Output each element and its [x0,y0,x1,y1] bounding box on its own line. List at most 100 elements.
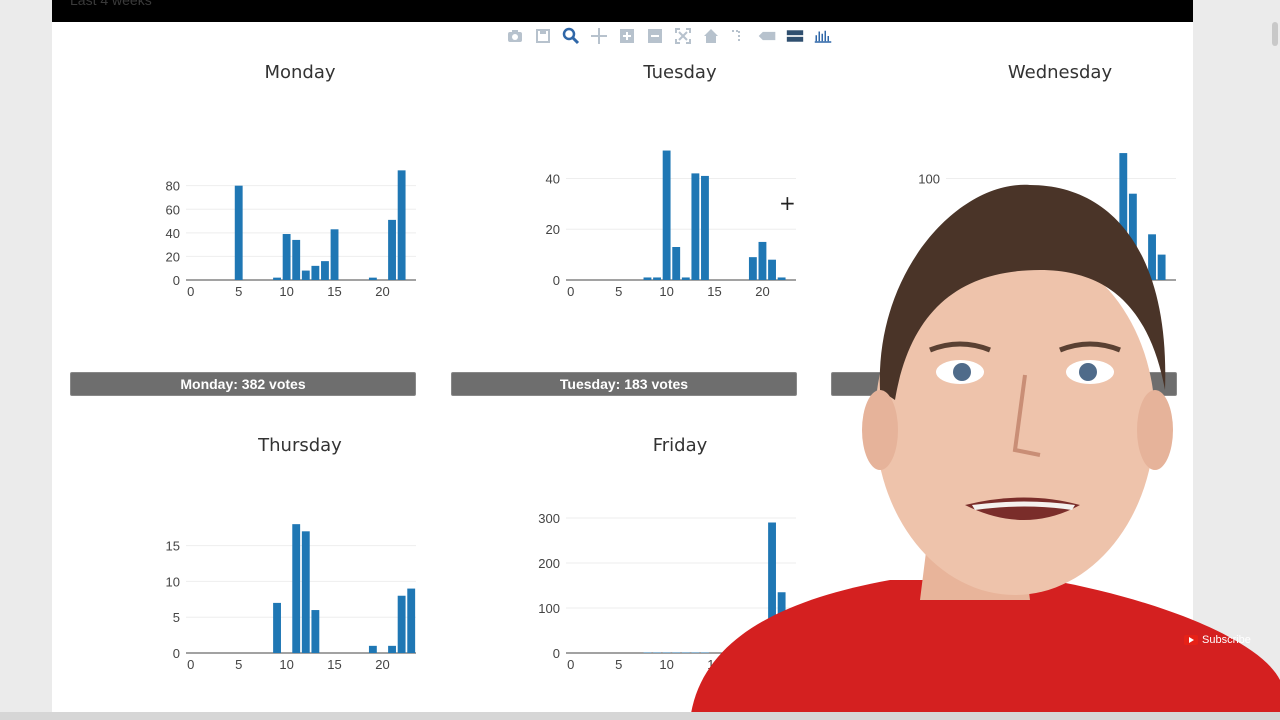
chart-title: Friday [652,435,708,456]
bar [234,185,243,280]
chart-title: Tuesday [643,62,717,83]
x-tick-label: 20 [755,284,769,299]
vote-count-label: Monday: 382 votes [180,376,306,392]
y-tick-label: 60 [166,202,180,217]
youtube-icon [1184,635,1198,645]
y-tick-label: 80 [166,179,180,194]
bar [1119,153,1128,280]
chart-title: Monday [264,62,336,83]
vertical-scrollbar[interactable] [1272,22,1278,46]
bar [662,150,671,280]
x-tick-label: 5 [235,284,242,299]
bar [1157,254,1166,280]
chart-panel-tuesday: Tuesday 0 20 40 0 5 10 15 20 [530,62,830,322]
bar [301,531,310,653]
y-tick-label: 5 [173,610,180,625]
bar-chart-tuesday[interactable]: 0 20 40 0 5 10 15 20 [530,62,830,322]
x-tick-label: 10 [279,284,293,299]
zoom-icon[interactable] [560,25,582,47]
y-tick-label: 20 [166,249,180,264]
y-tick-label: 300 [538,511,560,526]
bar [292,239,301,280]
x-tick-label: 0 [567,284,574,299]
horizontal-scrollbar[interactable] [0,712,1280,720]
plotly-logo-icon[interactable] [812,25,834,47]
vote-count-bar-tuesday[interactable]: Tuesday: 183 votes [451,372,797,396]
zoom-out-icon[interactable] [644,25,666,47]
bar [330,229,339,280]
y-tick-label: 0 [173,273,180,288]
y-tick-label: 15 [166,539,180,554]
vote-count-label: Tuesday: 183 votes [559,376,689,392]
x-tick-label: 20 [375,284,389,299]
presenter-video-overlay [690,184,1280,720]
bar [672,247,681,280]
chart-title: Thursday [258,435,342,456]
y-tick-label: 0 [553,273,560,288]
x-tick-label: 0 [187,284,194,299]
bar [368,645,377,653]
bar [643,277,652,280]
bar [273,602,281,653]
bar [777,277,786,280]
x-tick-label: 15 [327,657,341,672]
top-header-bar: Last 4 weeks [52,0,1193,22]
bar [748,257,757,280]
bar [311,610,320,653]
bar [397,595,406,653]
bar [368,277,377,280]
y-tick-label: 40 [166,226,180,241]
bar [768,522,776,653]
bar [282,234,291,280]
bar [397,170,406,280]
y-tick-label: 100 [918,171,940,186]
x-tick-label: 15 [707,284,721,299]
save-icon[interactable] [532,25,554,47]
spike-lines-icon[interactable] [728,25,750,47]
zoom-in-icon[interactable] [616,25,638,47]
y-tick-label: 40 [546,171,560,186]
bar [1128,193,1137,280]
bar-chart-monday[interactable]: 0 20 40 60 80 0 5 10 15 20 [150,62,450,322]
bar-chart-thursday[interactable]: 0 5 10 15 0 5 10 15 20 [150,435,450,695]
bar [388,219,396,280]
x-tick-label: 0 [567,657,574,672]
bar [311,265,320,280]
vote-count-bar-monday[interactable]: Monday: 382 votes [70,372,416,396]
bar [768,259,776,280]
bar [321,261,329,280]
bar [1148,234,1156,280]
chart-panel-thursday: Thursday 0 5 10 15 0 5 10 15 20 [150,435,450,695]
bar [292,524,301,653]
x-tick-label: 20 [375,657,389,672]
hover-compare-icon[interactable] [784,25,806,47]
y-tick-label: 20 [546,222,560,237]
home-icon[interactable] [700,25,722,47]
bar [691,173,700,280]
subscribe-button[interactable]: Subscribe [1184,630,1264,650]
camera-icon[interactable] [504,25,526,47]
x-tick-label: 5 [615,284,622,299]
hover-closest-icon[interactable] [756,25,778,47]
y-tick-label: 200 [538,556,560,571]
y-tick-label: 0 [553,646,560,661]
crosshair-cursor: + [779,191,796,215]
bar [273,277,281,280]
x-tick-label: 10 [659,284,673,299]
x-tick-label: 10 [279,657,293,672]
bar [758,241,767,280]
bar [701,175,709,280]
bar [407,588,416,653]
bar [653,277,661,280]
y-tick-label: 0 [173,646,180,661]
bar [301,270,310,280]
y-tick-label: 100 [538,601,560,616]
x-tick-label: 10 [659,657,673,672]
pan-icon[interactable] [588,25,610,47]
bar [388,645,396,653]
chart-panel-monday: Monday 0 20 40 60 80 0 5 10 15 20 [150,62,450,322]
chart-title: Wednesday [1007,62,1113,83]
x-tick-label: 5 [615,657,622,672]
autoscale-icon[interactable] [672,25,694,47]
x-tick-label: 15 [327,284,341,299]
